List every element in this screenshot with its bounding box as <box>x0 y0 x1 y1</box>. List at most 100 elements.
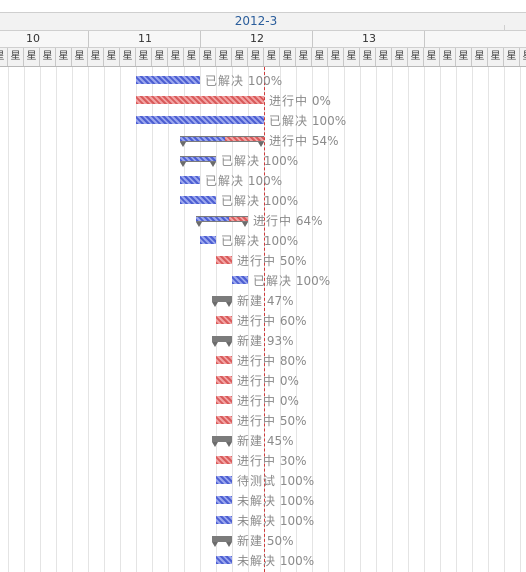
task-percent: 100% <box>276 514 315 528</box>
task-percent: 100% <box>244 174 283 188</box>
task-percent: 100% <box>260 154 299 168</box>
task-status-label: 未解决 100% <box>237 492 314 509</box>
summary-bar[interactable] <box>212 436 232 442</box>
task-bar[interactable] <box>180 196 216 204</box>
task-status-label: 新建 93% <box>237 332 294 349</box>
grid-line <box>472 67 473 572</box>
task-status: 已解决 <box>205 74 245 88</box>
task-bar[interactable] <box>136 96 264 104</box>
grid-line <box>8 67 9 572</box>
weekday-cell: 星 <box>168 48 184 66</box>
summary-cap <box>226 542 232 547</box>
task-percent: 60% <box>276 314 307 328</box>
task-bar[interactable] <box>216 356 232 364</box>
day-label: 13 <box>362 32 376 45</box>
summary-bar[interactable] <box>212 536 232 542</box>
task-bar[interactable] <box>216 556 232 564</box>
weekday-cell: 星 <box>376 48 392 66</box>
weekday-cell: 星 <box>312 48 328 66</box>
weekday-cell: 星 <box>216 48 232 66</box>
summary-cap <box>258 142 264 147</box>
day-label: 12 <box>250 32 264 45</box>
grid-line <box>248 67 249 572</box>
task-percent: 64% <box>292 214 323 228</box>
day-separator <box>88 31 89 48</box>
grid-line <box>152 67 153 572</box>
weekday-cell: 星 <box>24 48 40 66</box>
summary-cap <box>212 342 218 347</box>
summary-remaining <box>225 137 264 141</box>
task-status-label: 进行中 0% <box>237 392 299 409</box>
task-status: 进行中 <box>237 314 277 328</box>
task-bar[interactable] <box>216 456 232 464</box>
task-percent: 100% <box>276 474 315 488</box>
task-bar[interactable] <box>232 276 248 284</box>
task-percent: 47% <box>263 294 294 308</box>
task-status: 进行中 <box>237 414 277 428</box>
summary-cap <box>226 302 232 307</box>
task-status: 进行中 <box>237 394 277 408</box>
task-status-label: 进行中 30% <box>237 452 307 469</box>
task-percent: 100% <box>260 194 299 208</box>
task-bar[interactable] <box>216 496 232 504</box>
task-bar[interactable] <box>216 316 232 324</box>
weekday-cell: 星 <box>120 48 136 66</box>
task-bar[interactable] <box>200 236 216 244</box>
grid-line <box>456 67 457 572</box>
grid-line <box>232 67 233 572</box>
weekday-cell: 星 <box>72 48 88 66</box>
summary-remaining <box>229 217 248 221</box>
task-status: 新建 <box>237 294 264 308</box>
task-status-label: 已解决 100% <box>221 232 298 249</box>
grid-line <box>328 67 329 572</box>
task-status: 待测试 <box>237 474 277 488</box>
task-status-label: 待测试 100% <box>237 472 314 489</box>
task-status-label: 新建 47% <box>237 292 294 309</box>
task-status-label: 已解决 100% <box>205 72 282 89</box>
day-label: 10 <box>26 32 40 45</box>
task-status-label: 新建 50% <box>237 532 294 549</box>
task-bar[interactable] <box>216 396 232 404</box>
task-percent: 100% <box>276 554 315 568</box>
task-percent: 50% <box>276 414 307 428</box>
grid-line <box>344 67 345 572</box>
grid-line <box>376 67 377 572</box>
weekday-header: 星星星星星星星星星星星星星星星星星星星星星星星星星星星星星星星星星星 <box>0 48 526 67</box>
grid-line <box>520 67 521 572</box>
task-status: 已解决 <box>221 234 261 248</box>
task-bar[interactable] <box>216 476 232 484</box>
task-percent: 0% <box>276 394 299 408</box>
task-bar[interactable] <box>216 376 232 384</box>
weekday-cell: 星 <box>360 48 376 66</box>
task-status: 新建 <box>237 334 264 348</box>
task-bar[interactable] <box>136 76 200 84</box>
task-percent: 100% <box>260 234 299 248</box>
weekday-cell: 星 <box>472 48 488 66</box>
summary-progress <box>180 157 216 161</box>
task-bar[interactable] <box>136 116 264 124</box>
grid-line <box>40 67 41 572</box>
summary-bar[interactable] <box>212 296 232 302</box>
summary-cap <box>212 442 218 447</box>
weekday-cell: 星 <box>152 48 168 66</box>
task-status-label: 进行中 60% <box>237 312 307 329</box>
task-status: 进行中 <box>269 134 309 148</box>
month-label: 2012-3 <box>234 14 278 28</box>
grid-line <box>360 67 361 572</box>
grid-line <box>312 67 313 572</box>
task-percent: 0% <box>308 94 331 108</box>
weekday-cell: 星 <box>136 48 152 66</box>
weekday-cell: 星 <box>88 48 104 66</box>
task-status-label: 未解决 100% <box>237 512 314 529</box>
day-separator <box>312 31 313 48</box>
task-bar[interactable] <box>216 256 232 264</box>
task-bar[interactable] <box>216 516 232 524</box>
summary-bar[interactable] <box>212 336 232 342</box>
task-bar[interactable] <box>180 176 200 184</box>
task-status: 未解决 <box>237 554 277 568</box>
task-percent: 93% <box>263 334 294 348</box>
task-status: 进行中 <box>237 354 277 368</box>
task-bar[interactable] <box>216 416 232 424</box>
task-status: 未解决 <box>237 514 277 528</box>
